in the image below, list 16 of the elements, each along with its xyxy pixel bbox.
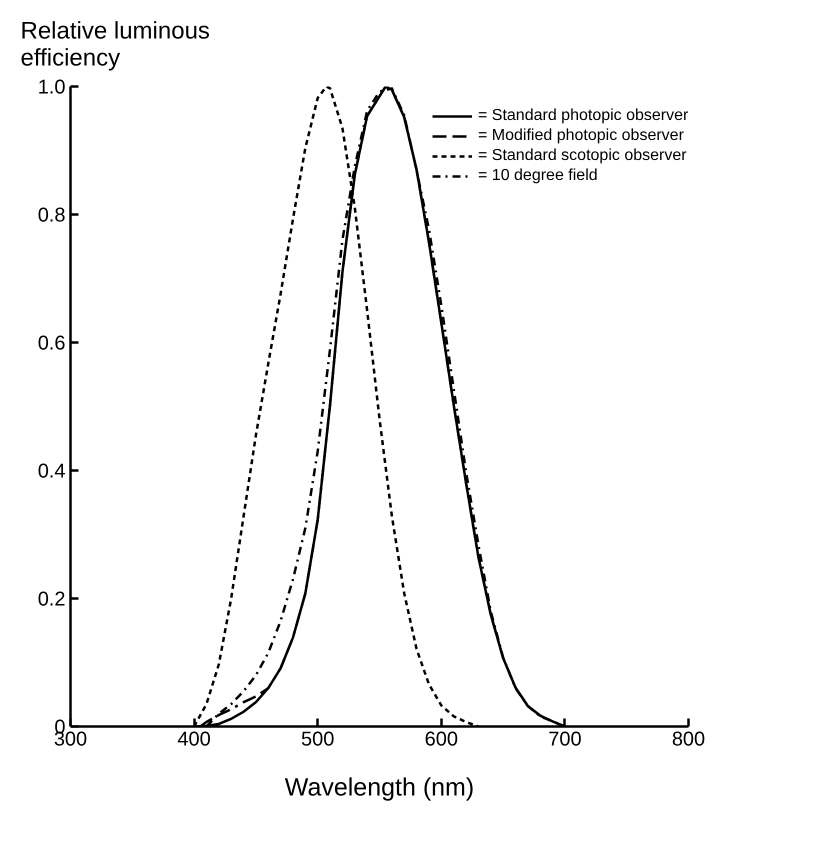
x-tick-label: 600: [424, 728, 458, 750]
x-tick-label: 800: [672, 728, 706, 750]
y-tick-label: 0.2: [38, 588, 66, 610]
legend-label: = 10 degree field: [478, 167, 598, 185]
y-tick-label: 1.0: [38, 76, 66, 98]
x-tick-label: 500: [301, 728, 334, 750]
y-tick-label: 0.6: [38, 332, 66, 354]
y-tick-label: 0.4: [38, 460, 66, 482]
legend-label: = Modified photopic observer: [478, 127, 684, 145]
x-tick-label: 400: [177, 728, 211, 750]
legend-label: = Standard photopic observer: [478, 107, 688, 125]
legend-label: = Standard scotopic observer: [478, 147, 687, 165]
y-tick-label: 0.8: [38, 204, 66, 226]
x-tick-label: 700: [548, 728, 582, 750]
y-axis-title: Relative luminous efficiency: [20, 18, 210, 72]
x-axis-title: Wavelength (nm): [284, 774, 474, 802]
